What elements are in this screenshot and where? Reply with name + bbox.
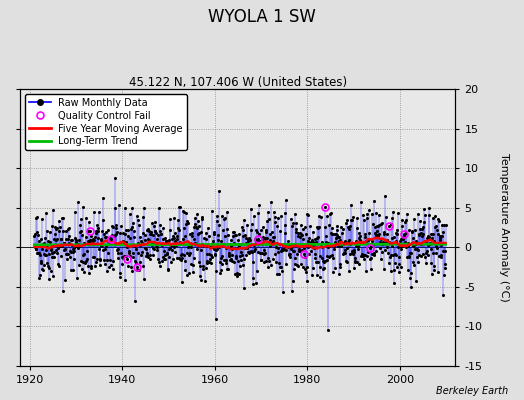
Y-axis label: Temperature Anomaly (°C): Temperature Anomaly (°C) (499, 153, 509, 302)
Legend: Raw Monthly Data, Quality Control Fail, Five Year Moving Average, Long-Term Tren: Raw Monthly Data, Quality Control Fail, … (25, 94, 187, 150)
Title: 45.122 N, 107.406 W (United States): 45.122 N, 107.406 W (United States) (129, 76, 347, 89)
Text: Berkeley Earth: Berkeley Earth (436, 386, 508, 396)
Text: WYOLA 1 SW: WYOLA 1 SW (208, 8, 316, 26)
